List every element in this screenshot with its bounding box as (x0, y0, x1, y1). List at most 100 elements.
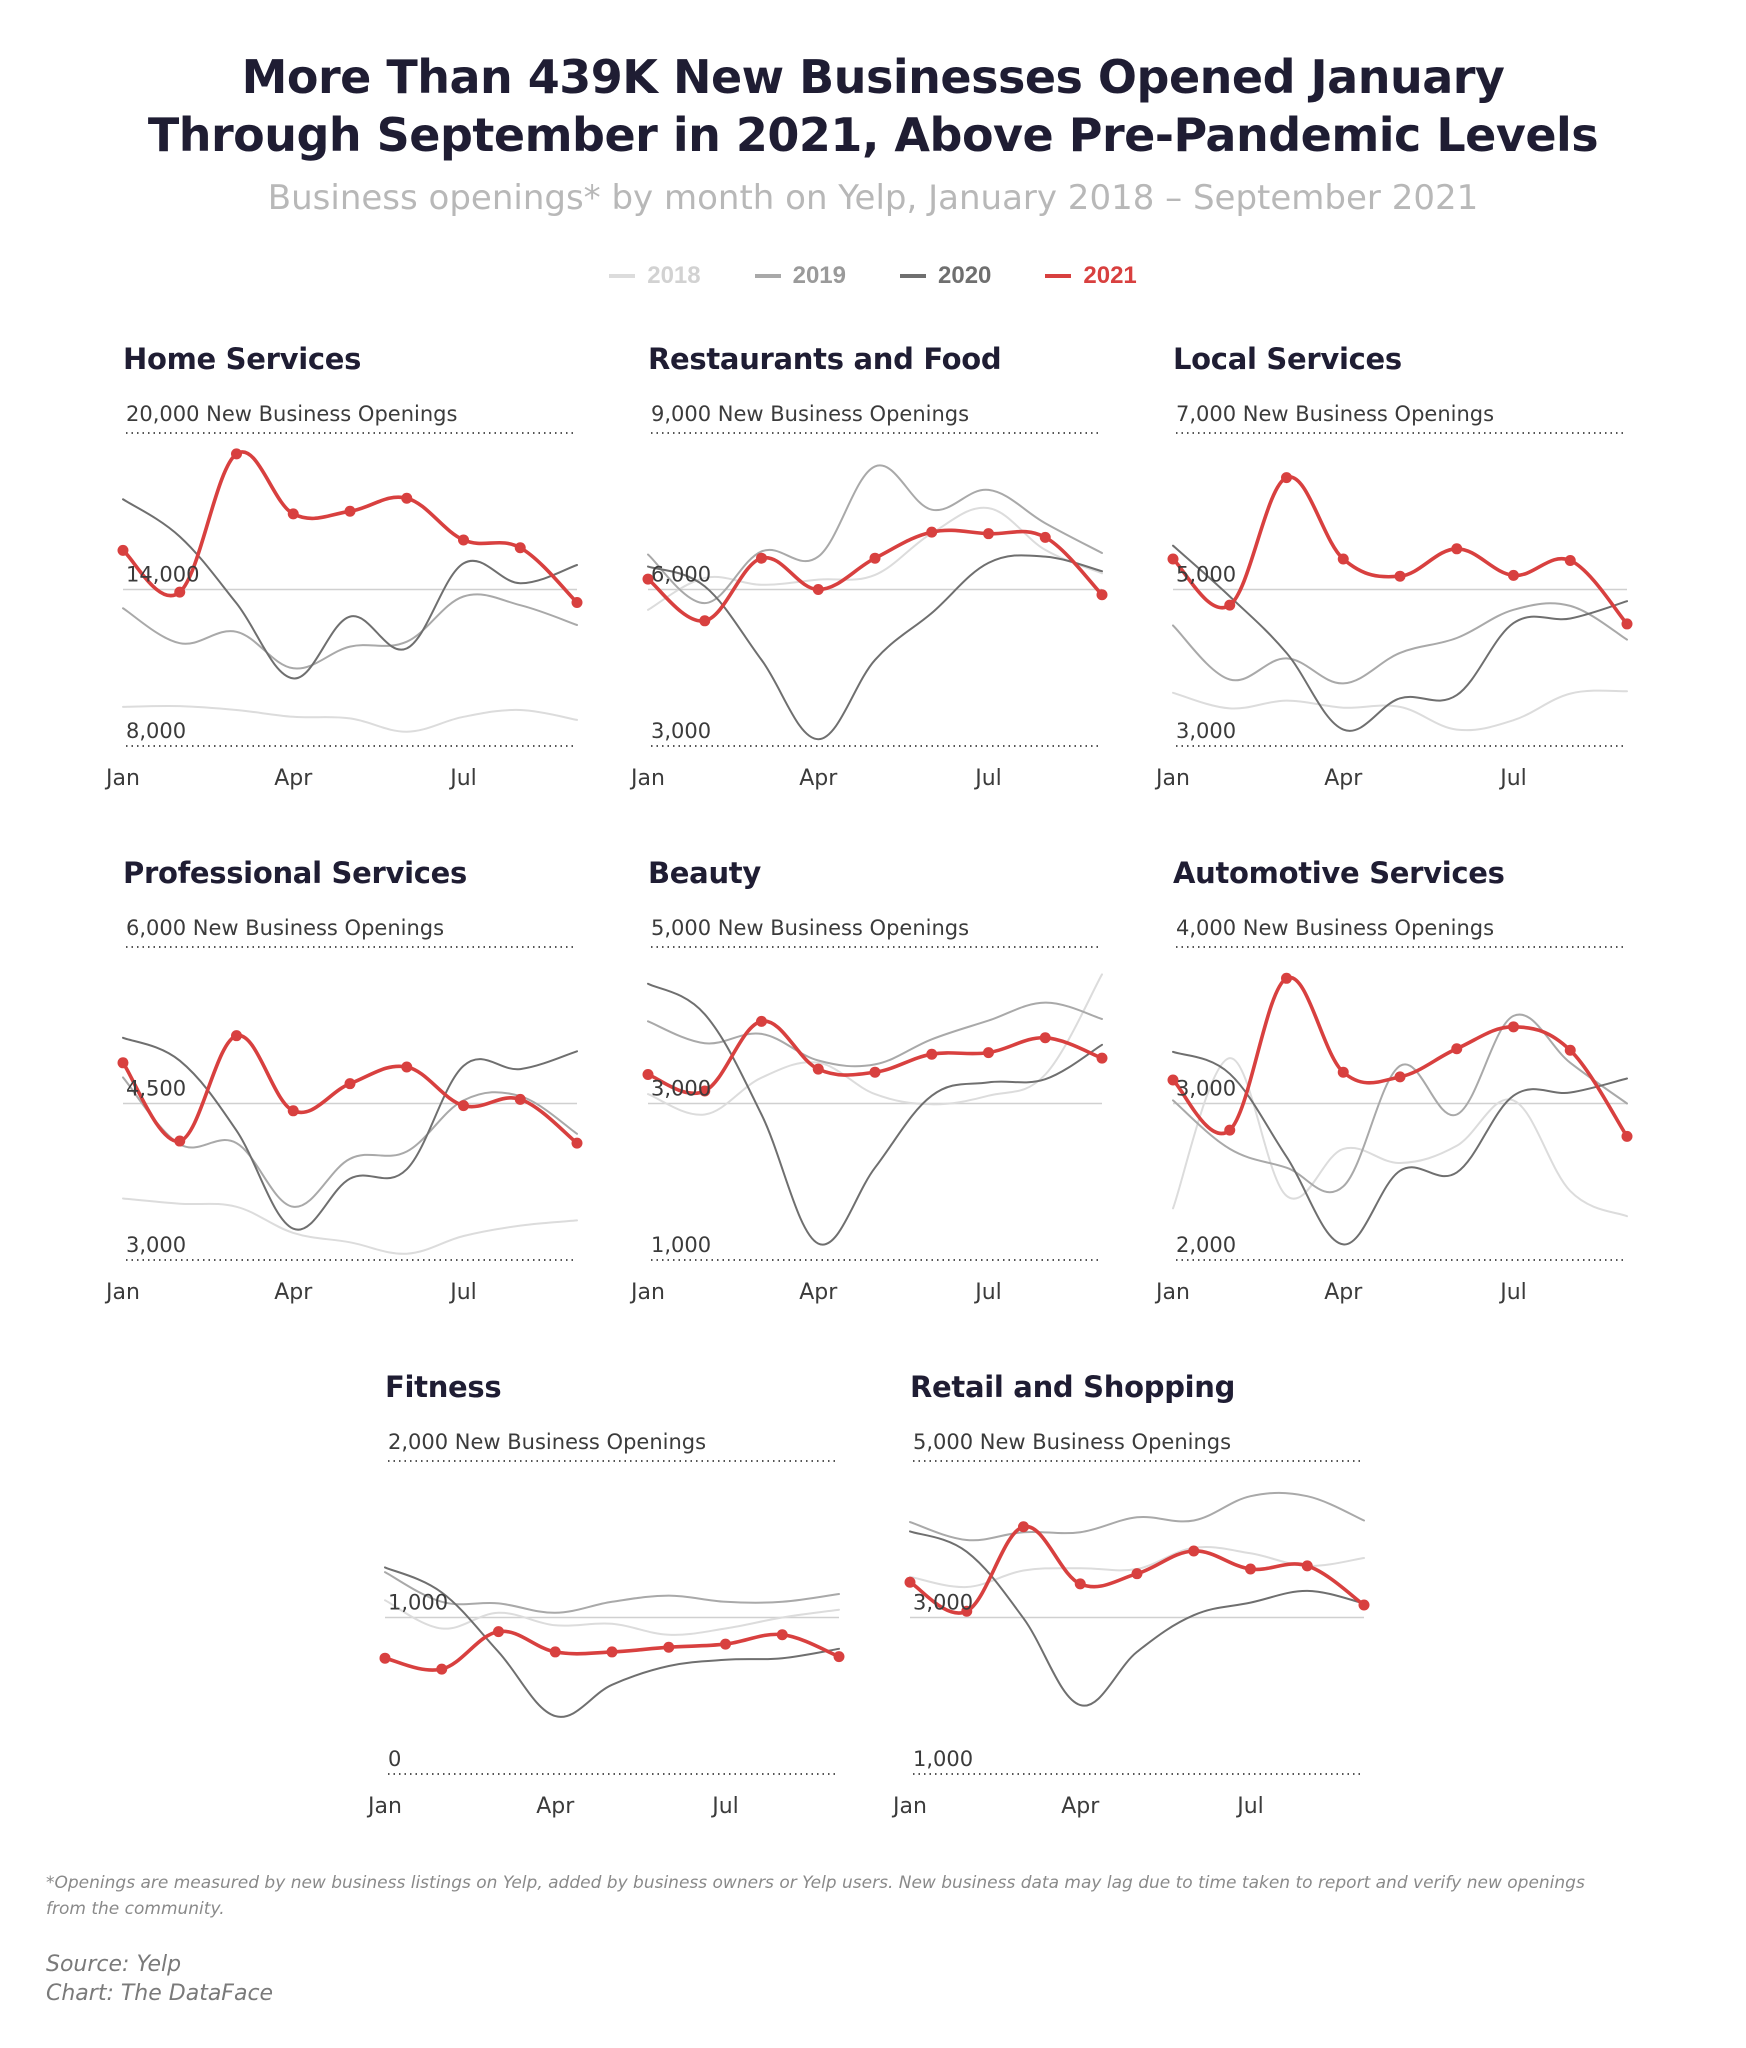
y-axis-bottom-label: 3,000 (126, 1233, 186, 1257)
chart-svg: 5,000 New Business Openings 1,000 3,000 Jan… (891, 1430, 1370, 1819)
data-point-2021-jan (117, 1057, 129, 1069)
data-point-2021-jan (1167, 553, 1179, 565)
data-point-2021-jun (926, 526, 938, 538)
chart-svg: 7,000 New Business Openings 3,000 5,000 Jan… (1154, 402, 1633, 791)
x-tick-jan: Jan (104, 766, 140, 791)
data-point-2021-jul (1245, 1563, 1256, 1575)
data-point-2021-apr (1074, 1578, 1086, 1590)
data-point-2021-apr (812, 1063, 824, 1075)
data-point-2021-mar (1281, 472, 1292, 484)
legend: 2018 2019 2020 2021 (0, 262, 1746, 290)
series-line-2019 (647, 464, 1103, 605)
data-point-2021-feb (174, 1135, 186, 1147)
data-point-2021-aug (1564, 1044, 1576, 1056)
data-point-2021-may (869, 1066, 881, 1078)
data-point-2021-jan (1167, 1074, 1179, 1086)
data-point-2021-jul (1508, 569, 1519, 581)
data-point-2021-aug (514, 1093, 526, 1105)
series-line-2020 (1172, 1050, 1628, 1246)
y-axis-mid-label: 1,000 (388, 1591, 448, 1615)
panel-title: Restaurants and Food (648, 342, 1002, 376)
panel-title: Local Services (1173, 342, 1402, 376)
legend-item-2019: 2019 (754, 262, 846, 290)
data-point-2021-may (1131, 1568, 1143, 1580)
data-point-2021-aug (1039, 1032, 1051, 1044)
data-point-2021-jul (458, 534, 469, 546)
y-axis-top-label: 4,000 New Business Openings (1176, 916, 1494, 940)
legend-label-2020: 2020 (938, 262, 992, 289)
data-point-2021-jun (401, 1061, 413, 1073)
data-point-2021-feb (961, 1605, 973, 1617)
x-tick-jul: Jul (710, 1794, 739, 1819)
data-point-2021-apr (287, 1105, 299, 1117)
data-point-2021-sep (1621, 618, 1633, 630)
data-point-2021-jul (983, 528, 994, 540)
x-tick-jul: Jul (973, 766, 1002, 791)
series-line-2020 (384, 1566, 840, 1718)
x-tick-jul: Jul (448, 1280, 477, 1305)
legend-swatch-2021 (1045, 274, 1072, 278)
data-point-2021-jul (1508, 1021, 1519, 1033)
y-axis-bottom-label: 0 (388, 1747, 401, 1771)
series-line-2021 (121, 1033, 579, 1145)
panel-title: Automotive Services (1173, 856, 1505, 890)
data-point-2021-feb (1224, 599, 1236, 611)
data-point-2021-sep (833, 1651, 845, 1663)
x-tick-jan: Jan (1154, 766, 1190, 791)
x-tick-jul: Jul (1498, 766, 1527, 791)
y-axis-mid-label: 6,000 (651, 563, 711, 587)
x-tick-jan: Jan (104, 1280, 140, 1305)
series-line-2020 (1172, 544, 1628, 732)
x-tick-jan: Jan (891, 1794, 927, 1819)
data-point-2021-apr (549, 1646, 561, 1658)
legend-item-2018: 2018 (609, 262, 701, 290)
legend-label-2018: 2018 (647, 262, 701, 289)
chart-svg: 5,000 New Business Openings 1,000 3,000 Jan… (629, 916, 1108, 1305)
legend-swatch-2019 (754, 274, 781, 278)
data-point-2021-feb (174, 586, 186, 598)
x-tick-apr: Apr (1061, 1794, 1100, 1819)
data-point-2021-aug (1564, 555, 1576, 567)
data-point-2021-jun (401, 492, 413, 504)
series-line-2018 (647, 506, 1103, 611)
x-tick-apr: Apr (1324, 1280, 1363, 1305)
series-line-2019 (122, 1076, 578, 1208)
series-line-2021 (646, 528, 1104, 623)
legend-item-2020: 2020 (900, 262, 991, 290)
chart-title-line-1: More Than 439K New Businesses Opened Jan… (241, 50, 1505, 104)
panel-local-services: Local Services 7,000 New Business Openin… (1154, 342, 1673, 802)
x-tick-jul: Jul (1498, 1280, 1527, 1305)
series-line-2021 (1171, 975, 1629, 1139)
data-point-2021-sep (1096, 589, 1108, 601)
series-line-2020 (909, 1530, 1365, 1707)
y-axis-mid-label: 3,000 (651, 1077, 711, 1101)
y-axis-bottom-label: 2,000 (1176, 1233, 1236, 1257)
x-tick-apr: Apr (274, 766, 313, 791)
panel-title: Fitness (385, 1370, 502, 1404)
y-axis-mid-label: 3,000 (913, 1591, 973, 1615)
y-axis-top-label: 5,000 New Business Openings (913, 1430, 1231, 1454)
data-point-2021-feb (699, 615, 711, 627)
y-axis-bottom-label: 3,000 (1176, 719, 1236, 743)
chart-svg: 20,000 New Business Openings 8,000 14,000 J… (104, 402, 583, 791)
chart-credit-line: Chart: The DataFace (46, 1981, 274, 2006)
data-point-2021-aug (776, 1629, 788, 1641)
series-line-2021 (121, 450, 579, 605)
x-tick-apr: Apr (799, 1280, 838, 1305)
data-point-2021-jun (1451, 1043, 1463, 1055)
data-point-2021-sep (571, 597, 583, 609)
data-point-2021-may (606, 1646, 618, 1658)
series-line-2020 (647, 554, 1103, 741)
series-line-2018 (384, 1599, 840, 1636)
source-line: Source: Yelp (46, 1952, 182, 1977)
y-axis-bottom-label: 1,000 (651, 1233, 711, 1257)
y-axis-mid-label: 4,500 (126, 1077, 186, 1101)
y-axis-mid-label: 14,000 (126, 563, 199, 587)
series-line-2020 (122, 1036, 578, 1231)
y-axis-mid-label: 5,000 (1176, 563, 1236, 587)
panel-beauty: Beauty 5,000 New Business Openings 1,000 3… (629, 856, 1148, 1316)
data-point-2021-mar (231, 448, 242, 460)
data-point-2021-may (344, 505, 356, 517)
series-line-2018 (122, 1197, 578, 1255)
data-point-2021-may (1394, 1071, 1406, 1083)
